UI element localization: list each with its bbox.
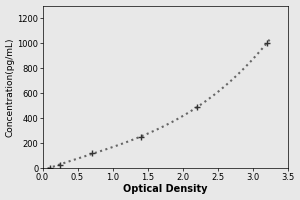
X-axis label: Optical Density: Optical Density — [123, 184, 207, 194]
Y-axis label: Concentration(pg/mL): Concentration(pg/mL) — [6, 37, 15, 137]
